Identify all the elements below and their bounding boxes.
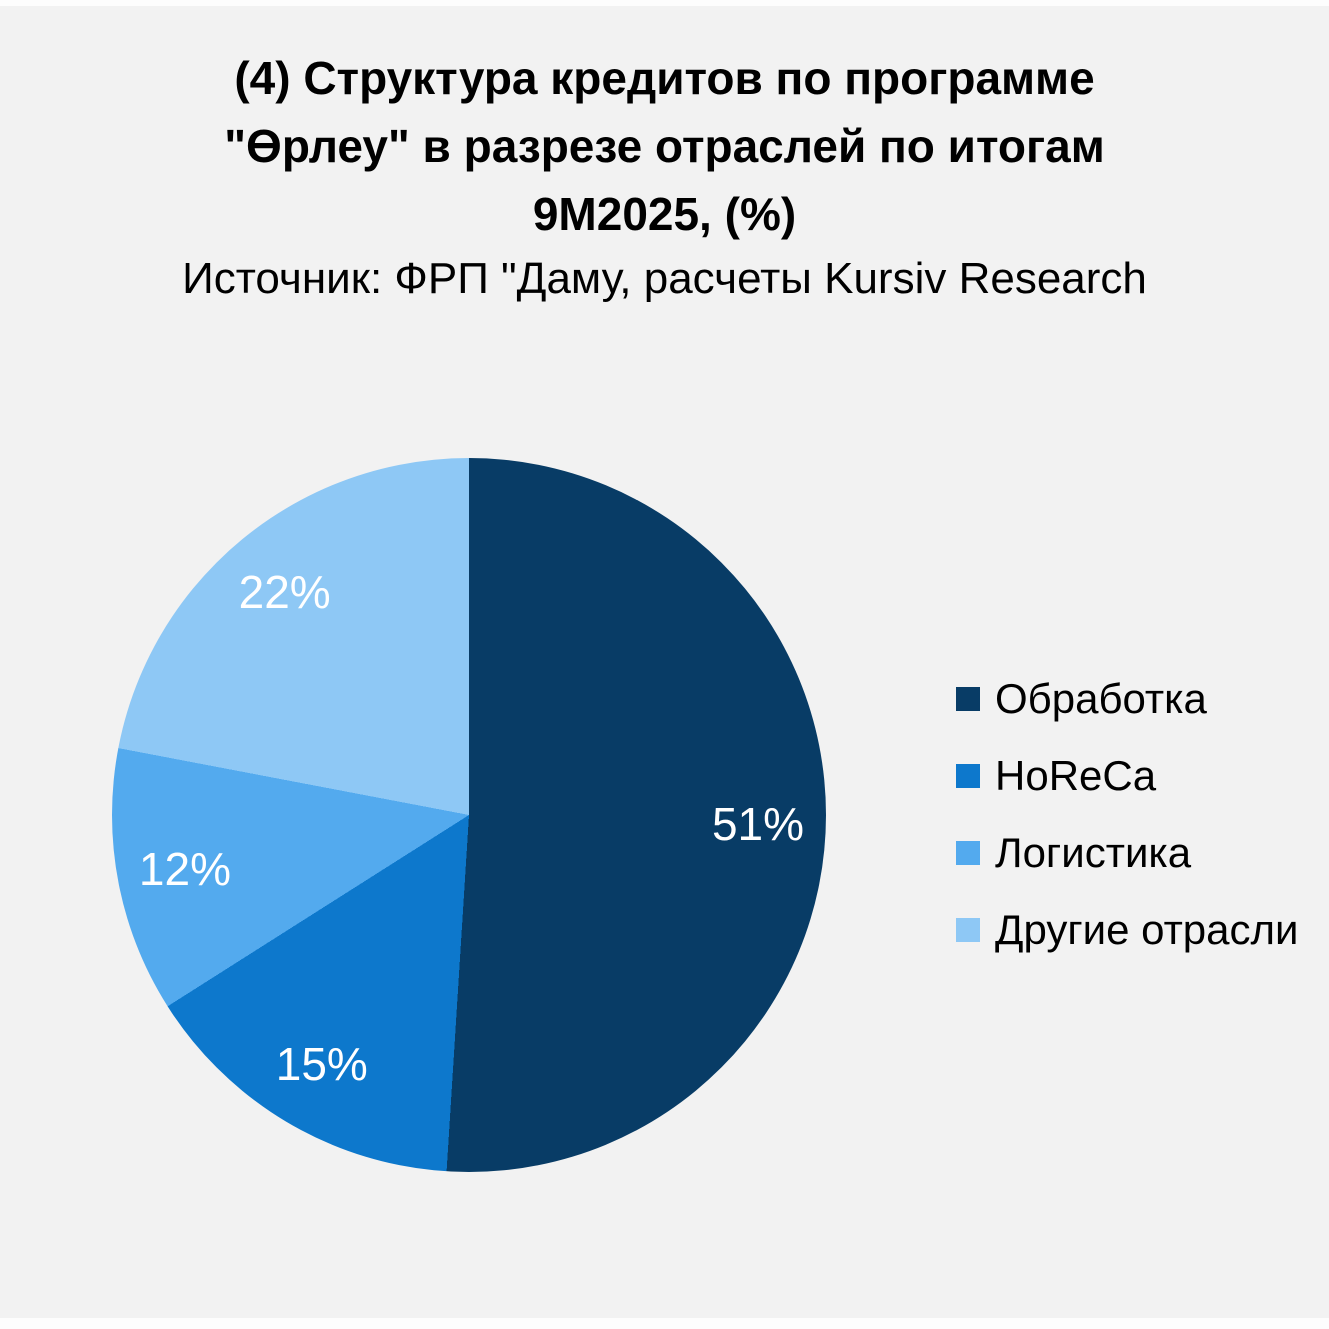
legend-swatch-icon	[956, 764, 980, 788]
legend-item-другие-отрасли: Другие отрасли	[956, 907, 1299, 953]
legend-item-логистика: Логистика	[956, 830, 1299, 876]
legend-item-обработка: Обработка	[956, 676, 1299, 722]
legend-label: Обработка	[995, 675, 1207, 722]
chart-header: (4) Структура кредитов по программе "Өрл…	[0, 44, 1329, 310]
title-line-2: "Өрлеу" в разрезе отраслей по итогам	[224, 120, 1105, 172]
legend: Обработка HoReCa Логистика Другие отрасли	[956, 676, 1299, 953]
page-title: (4) Структура кредитов по программе "Өрл…	[0, 44, 1329, 248]
title-line-1: (4) Структура кредитов по программе	[234, 52, 1095, 104]
title-line-3: 9М2025, (%)	[532, 188, 797, 240]
legend-swatch-icon	[956, 918, 980, 942]
pie-chart	[112, 458, 826, 1172]
legend-label: Логистика	[995, 829, 1192, 876]
legend-label: Другие отрасли	[995, 906, 1299, 953]
pie-chart-area: 51% 15% 12% 22%	[112, 458, 826, 1172]
source-caption: Источник: ФРП "Даму, расчеты Kursiv Rese…	[182, 254, 1147, 303]
top-strip	[0, 0, 1329, 6]
legend-item-horeca: HoReCa	[956, 753, 1299, 799]
bottom-strip	[0, 1318, 1329, 1329]
legend-swatch-icon	[956, 841, 980, 865]
legend-label: HoReCa	[995, 752, 1157, 799]
legend-swatch-icon	[956, 687, 980, 711]
